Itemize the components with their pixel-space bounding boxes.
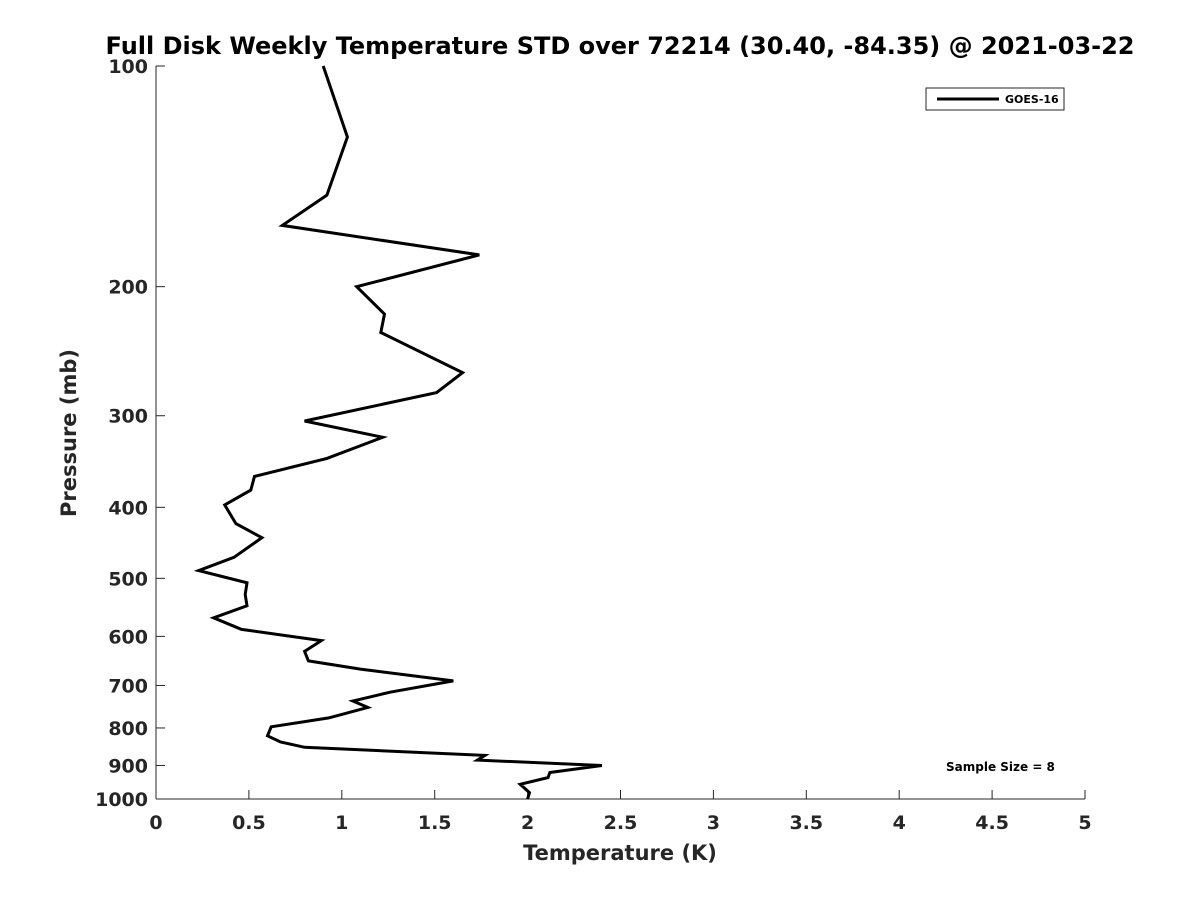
y-tick-label: 100 — [108, 56, 148, 78]
x-tick-label: 2.5 — [604, 812, 638, 834]
y-tick-label: 500 — [108, 568, 148, 590]
x-tick-label: 0 — [149, 812, 162, 834]
x-tick-label: 1 — [335, 812, 348, 834]
x-tick-label: 4 — [893, 812, 906, 834]
x-tick-label: 3.5 — [789, 812, 823, 834]
x-axis-label: Temperature (K) — [523, 841, 717, 865]
x-tick-label: 1.5 — [418, 812, 452, 834]
y-axis-label: Pressure (mb) — [57, 349, 81, 517]
y-tick-label: 600 — [108, 626, 148, 648]
x-tick-label: 0.5 — [232, 812, 266, 834]
y-tick-label: 1000 — [95, 789, 148, 811]
x-tick-label: 5 — [1078, 812, 1091, 834]
sample-size-annotation: Sample Size = 8 — [946, 760, 1055, 774]
chart-title: Full Disk Weekly Temperature STD over 72… — [106, 32, 1135, 60]
y-tick-label: 800 — [108, 718, 148, 740]
y-ticks: 100 200 300 400 500 600 700 800 900 1000 — [95, 56, 165, 811]
x-tick-label: 3 — [707, 812, 720, 834]
plot-axes: 0 0.5 1 1.5 2 2.5 3 3.5 4 4.5 5 100 200 300 400 500 600… — [95, 56, 1092, 834]
y-tick-label: 300 — [108, 406, 148, 428]
series-line-goes-16 — [193, 65, 603, 800]
legend-label-goes-16: GOES-16 — [1005, 93, 1059, 106]
x-ticks: 0 0.5 1 1.5 2 2.5 3 3.5 4 4.5 5 — [149, 790, 1092, 834]
y-tick-label: 900 — [108, 755, 148, 777]
y-tick-label: 400 — [108, 497, 148, 519]
x-tick-label: 2 — [521, 812, 534, 834]
legend: GOES-16 — [925, 87, 1065, 111]
x-tick-label: 4.5 — [975, 812, 1009, 834]
series-layer — [193, 65, 603, 800]
y-tick-label: 700 — [108, 675, 148, 697]
y-tick-label: 200 — [108, 277, 148, 299]
